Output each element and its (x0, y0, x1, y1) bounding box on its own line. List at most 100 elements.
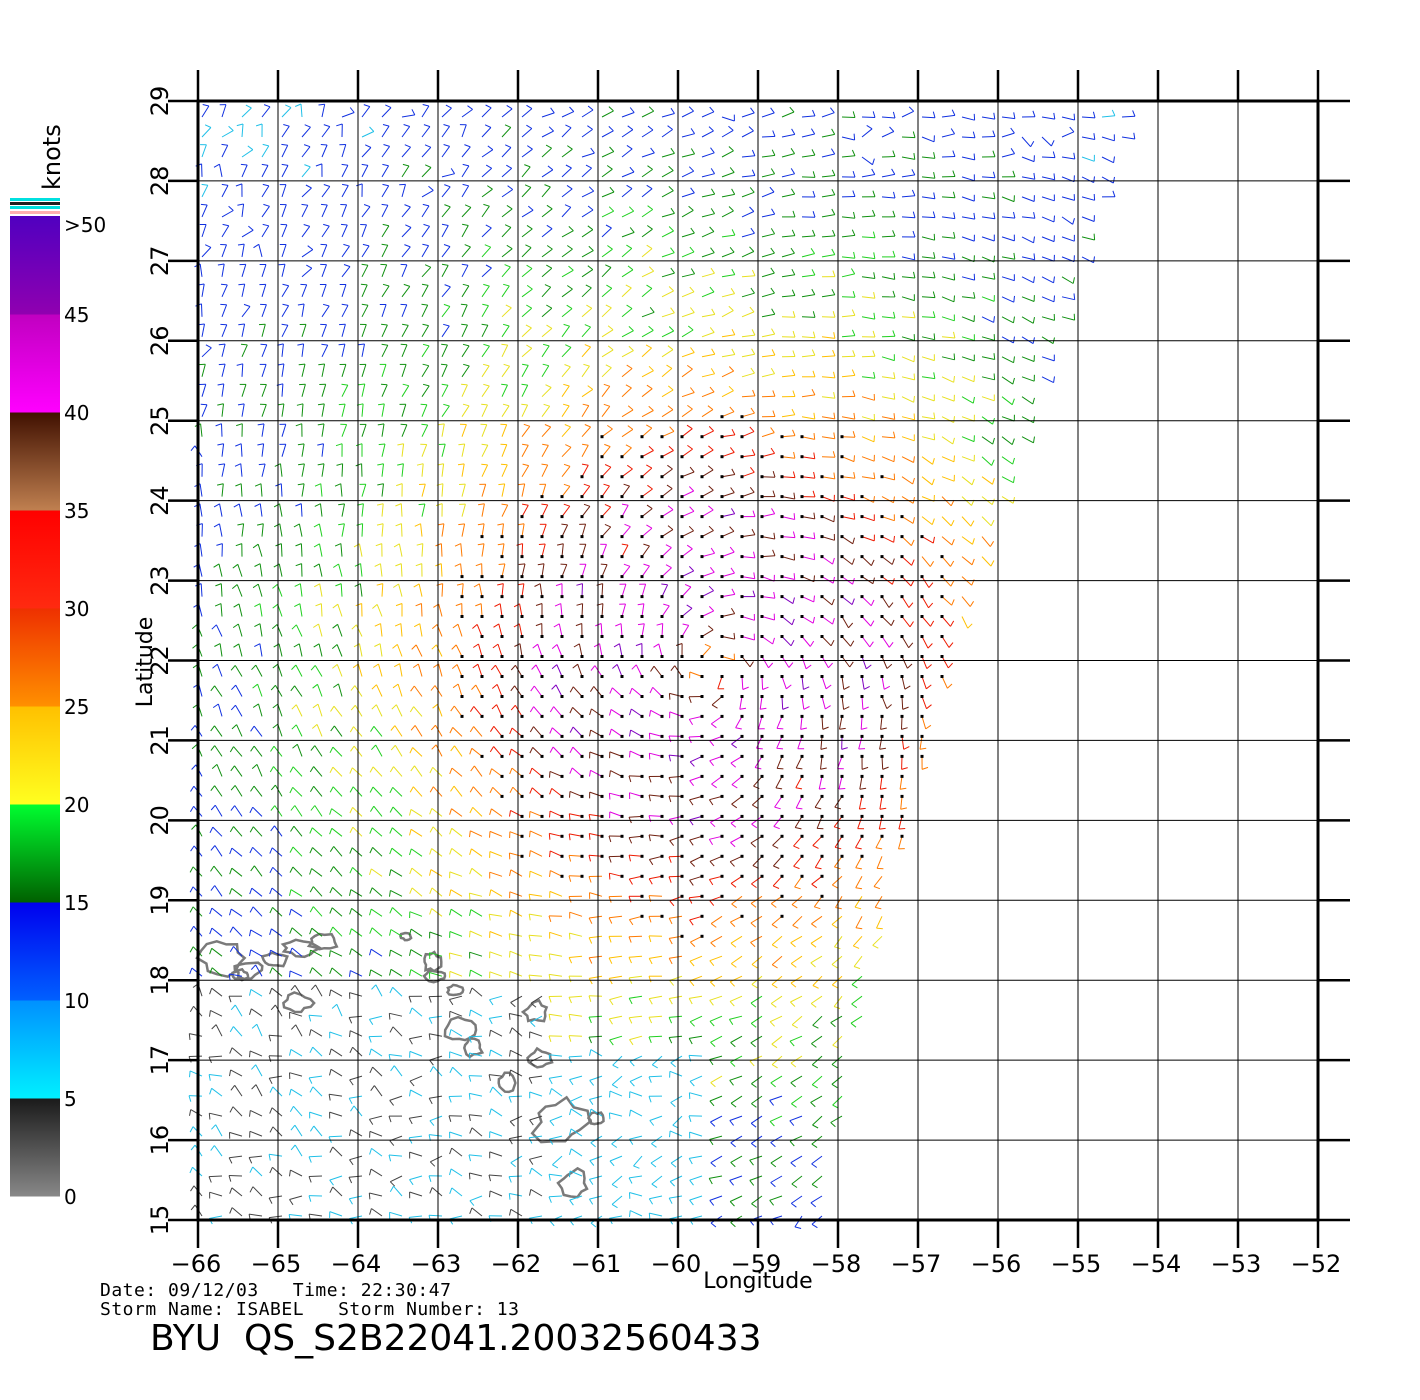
wind-barb (210, 685, 223, 697)
wind-barb (810, 995, 823, 1008)
wind-barb (750, 1115, 763, 1128)
wind-barb (790, 1055, 803, 1068)
wind-barb (1121, 110, 1136, 118)
wind-barb (401, 163, 410, 178)
wind-barb (1081, 111, 1096, 119)
wind-barb (648, 794, 664, 802)
wind-barb (489, 1049, 503, 1057)
wind-barb (410, 765, 423, 777)
wind-barb (780, 655, 794, 668)
wind-barb (1001, 436, 1015, 445)
wind-barb (381, 243, 389, 258)
wind-barb (851, 975, 863, 989)
wind-barb (569, 1148, 583, 1157)
wind-barb (249, 949, 263, 957)
wind-barb (301, 203, 309, 218)
island-outline (497, 1071, 517, 1094)
wind-barb (509, 1027, 523, 1037)
wind-barb (361, 263, 369, 278)
wind-barb (833, 854, 844, 870)
wind-barb (401, 283, 411, 298)
wind-barb (835, 896, 843, 910)
wind-barb (710, 915, 723, 928)
wind-barb (481, 303, 489, 318)
wind-barb (321, 223, 330, 238)
wind-barb (212, 703, 223, 717)
wind-barb (368, 1035, 383, 1043)
wind-barb (981, 112, 996, 120)
wind-barb (629, 1109, 643, 1117)
wind-barb (549, 770, 564, 778)
wind-barb (260, 303, 267, 317)
wind-barb (501, 343, 509, 358)
wind-barb (501, 304, 512, 318)
wind-barb (1041, 254, 1055, 262)
wind-barb (831, 1075, 843, 1089)
wind-barb (328, 1135, 343, 1143)
wind-barb (661, 364, 673, 378)
wind-barb (258, 463, 266, 477)
wind-barb (749, 1155, 763, 1166)
wind-barb (541, 424, 552, 438)
island-outline (530, 1095, 592, 1144)
wind-barb (811, 1135, 823, 1149)
wind-barb (189, 906, 203, 917)
wind-barb (876, 916, 883, 930)
wind-barb (561, 424, 571, 438)
wind-barb (249, 1008, 263, 1017)
wind-barb (1021, 172, 1036, 180)
wind-barb (860, 635, 874, 648)
wind-barb (308, 1195, 323, 1202)
wind-barb (441, 403, 450, 417)
wind-barb (521, 443, 529, 457)
wind-barb (1021, 136, 1035, 148)
wind-barb (200, 144, 207, 158)
wind-barb (381, 144, 391, 158)
wind-barb (221, 183, 229, 198)
wind-barb (629, 1075, 643, 1087)
wind-barb (317, 463, 325, 477)
wind-barb (961, 315, 975, 323)
wind-barb (356, 523, 364, 537)
wind-barb (461, 204, 472, 218)
wind-barb (813, 894, 824, 910)
wind-barb (921, 516, 935, 525)
wind-barb (341, 107, 355, 118)
wind-barb (369, 887, 383, 897)
wind-barb (589, 769, 604, 778)
wind-barb (353, 543, 363, 557)
wind-barb (429, 869, 443, 877)
wind-barb (708, 834, 724, 845)
wind-barb (517, 523, 525, 539)
wind-barb (213, 523, 223, 537)
wind-barb (800, 471, 816, 479)
wind-barb (473, 583, 484, 599)
wind-barb (741, 149, 756, 158)
y-tick-label: 27 (146, 246, 174, 277)
wind-barb (488, 1074, 503, 1081)
x-axis-label: Longitude (703, 1269, 812, 1294)
wind-barb (757, 714, 765, 730)
wind-barb (720, 487, 735, 499)
wind-barb (601, 364, 612, 378)
wind-barb (941, 212, 956, 220)
wind-barb (339, 284, 347, 297)
wind-barb (289, 970, 303, 978)
wind-barb (720, 546, 735, 559)
wind-barb (508, 1193, 523, 1200)
wind-barb (389, 986, 403, 997)
wind-barb (291, 724, 303, 737)
wind-barb (310, 805, 323, 817)
wind-barb (900, 535, 915, 546)
wind-barb (469, 867, 483, 877)
wind-barb (921, 271, 936, 279)
wind-barb (329, 950, 343, 957)
wind-barb (541, 224, 553, 238)
wind-barb (320, 203, 328, 218)
wind-barb (489, 1151, 503, 1159)
wind-barb (289, 1011, 303, 1019)
wind-barb (961, 273, 976, 281)
wind-barb (211, 764, 223, 777)
wind-barb (449, 1051, 463, 1059)
wind-barb (329, 1175, 343, 1186)
